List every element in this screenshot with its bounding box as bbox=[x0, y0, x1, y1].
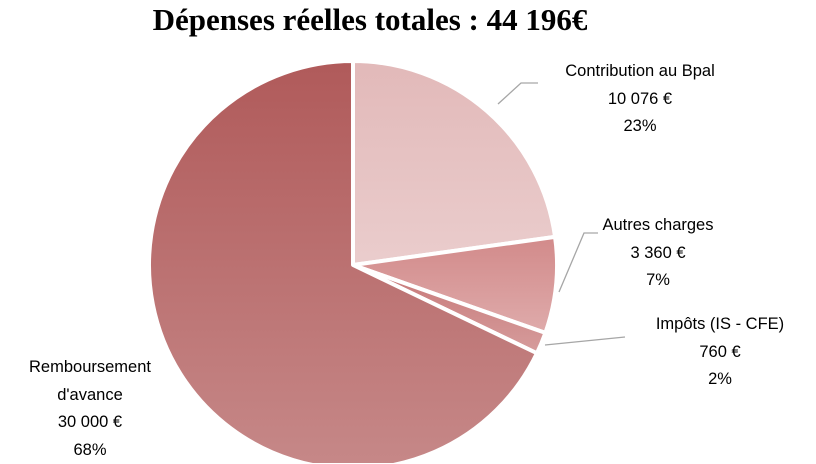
pie bbox=[149, 61, 557, 463]
data-label-category: Autres charges bbox=[558, 212, 758, 240]
data-label-value: 10 076 € bbox=[520, 86, 760, 114]
data-label-category: Contribution au Bpal bbox=[520, 58, 760, 86]
data-label-value: 3 360 € bbox=[558, 240, 758, 268]
data-label-category: Remboursement d'avance bbox=[10, 354, 170, 409]
data-label-percent: 23% bbox=[520, 113, 760, 141]
leader-line bbox=[545, 337, 625, 345]
data-label-percent: 2% bbox=[620, 366, 816, 394]
data-label-percent: 7% bbox=[558, 267, 758, 295]
data-label-category: Impôts (IS - CFE) bbox=[620, 311, 816, 339]
data-label-value: 30 000 € bbox=[10, 409, 170, 437]
data-label-value: 760 € bbox=[620, 339, 816, 367]
data-label-percent: 68% bbox=[10, 437, 170, 464]
